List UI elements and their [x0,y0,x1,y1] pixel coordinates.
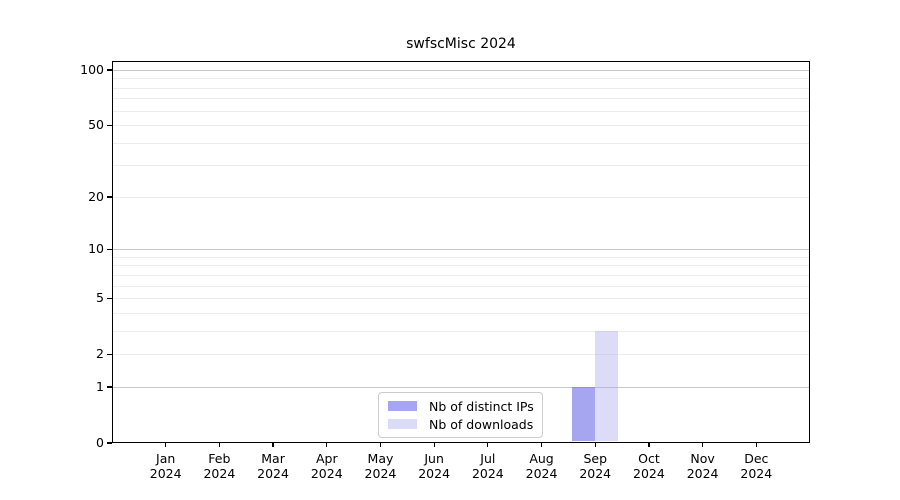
minor-gridline [113,110,809,112]
x-tick-label: Feb 2024 [189,451,249,481]
x-tick-label-line: Dec [744,451,769,466]
x-tick-label-line: 2024 [686,466,719,481]
x-tick-label-line: 2024 [364,466,397,481]
legend-swatch-nb-of-distinct-ips [388,401,417,411]
y-axis-tick [107,196,112,198]
minor-gridline [113,285,809,287]
x-tick-label-line: Aug [529,451,554,466]
x-tick-label-line: Nov [690,451,715,466]
minor-gridline [113,353,809,355]
legend-item: Nb of downloads [388,417,533,432]
minor-gridline [113,274,809,276]
x-tick-label: Jan 2024 [136,451,196,481]
x-tick-label-line: Mar [261,451,285,466]
x-tick-label: Sep 2024 [565,451,625,481]
x-tick-label-line: Feb [208,451,231,466]
x-axis-tick [755,443,757,447]
x-axis-tick [648,443,650,447]
x-tick-label: Jun 2024 [404,451,464,481]
minor-gridline [113,87,809,89]
x-tick-label: Oct 2024 [619,451,679,481]
legend: Nb of distinct IPs Nb of downloads [378,392,543,438]
x-tick-label-line: 2024 [579,466,612,481]
x-tick-label-line: 2024 [418,466,451,481]
x-tick-label: Apr 2024 [297,451,357,481]
minor-gridline [113,264,809,266]
y-tick-label: 5 [96,290,104,306]
minor-gridline [113,312,809,314]
y-axis-tick [107,69,112,71]
y-tick-label: 1 [96,378,104,394]
legend-label: Nb of distinct IPs [429,398,534,414]
x-axis-tick [594,443,596,447]
y-tick-label: 10 [88,241,104,257]
x-axis-tick [487,443,489,447]
x-axis-tick [218,443,220,447]
x-tick-label-line: Jun [424,451,444,466]
major-gridline [113,386,809,388]
x-axis-tick [272,443,274,447]
x-axis-tick [165,443,167,447]
x-tick-label: Aug 2024 [512,451,572,481]
x-tick-label-line: 2024 [633,466,665,481]
y-tick-label: 50 [88,117,104,133]
x-tick-label: May 2024 [350,451,410,481]
x-axis-tick [702,443,704,447]
x-tick-label-line: May [367,451,394,466]
x-axis-tick [379,443,382,447]
x-tick-label-line: Jan [156,451,176,466]
y-tick-label: 2 [96,346,104,362]
minor-gridline [113,297,809,299]
bar-nb-of-distinct-ips [572,386,596,442]
x-tick-label-line: 2024 [203,466,236,481]
y-axis-tick [107,386,112,388]
minor-gridline [113,77,809,79]
x-tick-label: Jul 2024 [458,451,518,481]
x-tick-label-line: 2024 [525,466,558,481]
x-axis-tick [540,443,543,447]
x-tick-label-line: Jul [480,451,496,466]
x-tick-label-line: 2024 [740,466,773,481]
minor-gridline [113,164,809,166]
bar-nb-of-downloads [595,330,619,442]
minor-gridline [113,196,809,198]
x-tick-label-line: 2024 [149,466,182,481]
y-tick-label: 0 [96,435,104,450]
y-axis-tick [107,353,112,355]
y-axis-tick [107,297,112,299]
x-tick-label-line: Apr [315,451,338,466]
minor-gridline [113,330,809,332]
legend-swatch-nb-of-downloads [388,419,417,429]
x-tick-label: Dec 2024 [726,451,786,481]
minor-gridline [113,124,809,126]
x-tick-label-line: Oct [638,451,660,466]
y-axis-tick [107,124,112,126]
x-axis-tick [433,443,435,447]
legend-item: Nb of distinct IPs [388,398,534,414]
x-tick-label: Nov 2024 [673,451,733,481]
chart-title: swfscMisc 2024 [406,36,516,52]
x-tick-label: Mar 2024 [243,451,303,481]
minor-gridline [113,97,809,99]
x-axis-tick [326,443,328,447]
legend-label: Nb of downloads [429,416,534,432]
x-tick-label-line: 2024 [310,466,343,481]
y-tick-label: 100 [80,62,104,77]
x-tick-label-line: 2024 [257,466,289,481]
minor-gridline [113,256,809,258]
x-tick-label-line: 2024 [471,466,504,481]
x-tick-label-line: Sep [583,451,607,466]
y-axis-tick [107,442,112,444]
minor-gridline [113,142,809,144]
y-tick-label: 20 [88,188,104,204]
y-axis-tick [107,248,112,250]
major-gridline [113,248,809,250]
major-gridline [113,69,809,71]
